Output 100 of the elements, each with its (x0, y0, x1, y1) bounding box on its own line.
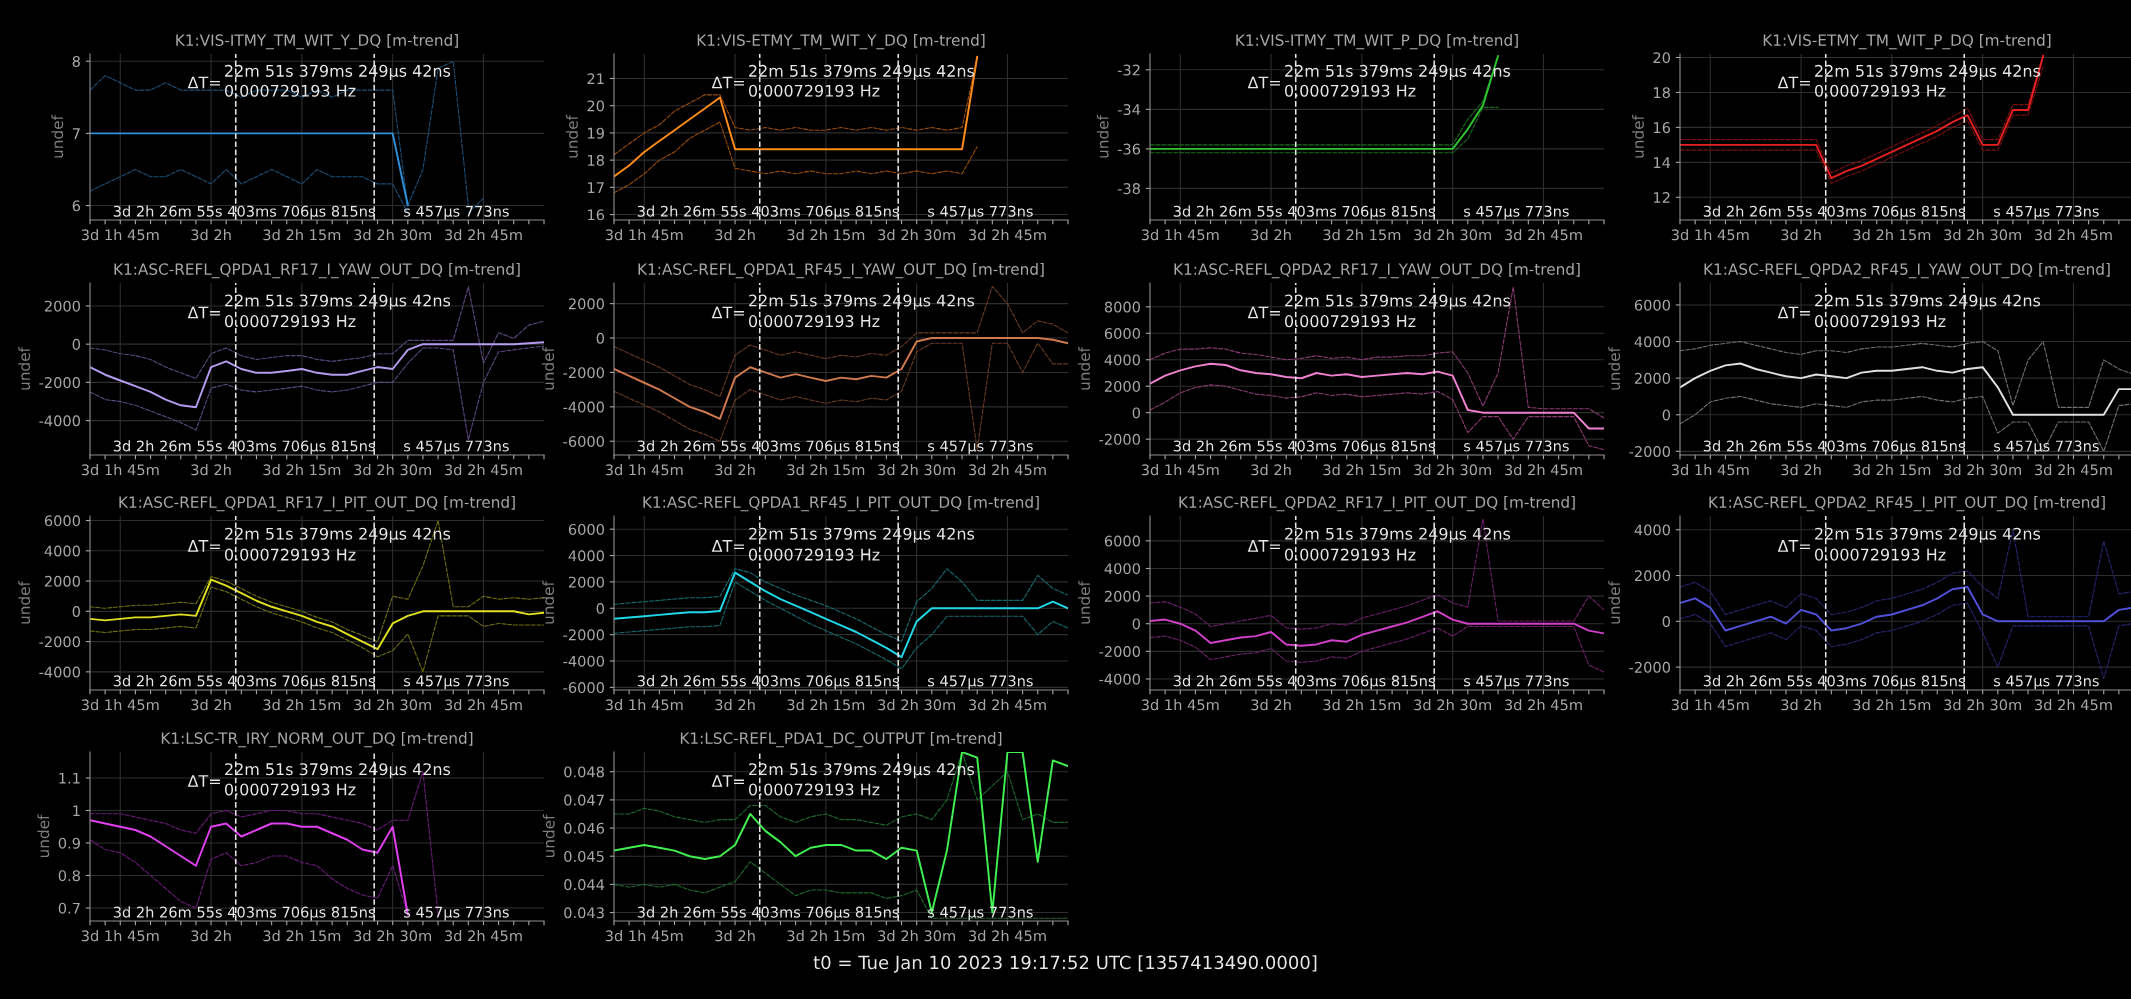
y-tick-label: 8 (72, 55, 80, 67)
x-tick-label: 3d 2h (1251, 699, 1291, 711)
y-tick-label: -2000 (563, 629, 604, 641)
annotation: ΔT= (711, 76, 744, 89)
y-tick-label: -2000 (1099, 646, 1140, 658)
x-tick-label: 3d 2h 15m (263, 229, 341, 241)
y-tick-label: 2000 (1104, 590, 1140, 602)
annotation: 3d 2h 26m 55s 403ms 706µs 815ns (1173, 205, 1435, 220)
y-tick-label: -2000 (563, 367, 604, 379)
annotation: s 457µs 773ns (928, 906, 1033, 921)
y-axis-title: undef (542, 814, 555, 858)
x-tick-label: 3d 2h 30m (878, 699, 955, 711)
y-tick-label: -4000 (563, 655, 604, 667)
x-tick-label: 3d 2h 15m (1853, 229, 1931, 241)
x-tick-label: 3d 2h (715, 699, 755, 711)
y-tick-label: 0.047 (564, 794, 604, 806)
y-tick-label: 12 (1654, 192, 1670, 203)
x-tick-label: 3d 2h 30m (354, 464, 431, 476)
y-tick-label: 6000 (1634, 299, 1670, 311)
annotation: 22m 51s 379ms 249µs 42ns (1815, 294, 2041, 310)
y-axis-title: undef (51, 114, 64, 158)
x-tick-label: 3d 2h (191, 464, 231, 476)
annotation: 22m 51s 379ms 249µs 42ns (1285, 527, 1511, 543)
x-tick-label: 3d 2h 15m (1323, 699, 1401, 711)
line-series (1680, 529, 2131, 618)
y-tick-label: 2000 (1634, 372, 1670, 384)
y-tick-label: 4000 (568, 550, 604, 562)
x-tick-label: 3d 1h 45m (1141, 229, 1219, 241)
x-tick-label: 3d 2h 45m (1505, 229, 1582, 241)
x-tick-label: 3d 2h 15m (787, 229, 865, 241)
annotation: 3d 2h 26m 55s 403ms 706µs 815ns (113, 440, 375, 455)
line-series (614, 55, 979, 178)
line-series (614, 568, 1068, 642)
y-tick-label: -4000 (39, 415, 80, 427)
x-tick-label: 3d 2h 30m (354, 930, 431, 942)
x-tick-label: 3d 2h 30m (354, 229, 431, 241)
x-tick-label: 3d 1h 45m (1671, 464, 1749, 476)
x-tick-label: 3d 2h 30m (354, 699, 431, 711)
annotation: 22m 51s 379ms 249µs 42ns (749, 294, 975, 310)
x-tick-label: 3d 2h 45m (969, 464, 1046, 476)
annotation: ΔT= (1777, 306, 1810, 319)
text: t0 = Tue Jan 10 2023 19:17:52 UTC [1357413490.0000] (813, 955, 1317, 973)
x-tick-label: 3d 2h 45m (969, 699, 1046, 711)
annotation: s 457µs 773ns (1464, 440, 1569, 455)
x-tick-label: 3d 2h (1781, 229, 1821, 241)
y-tick-label: -4000 (1099, 673, 1140, 685)
line-series (614, 337, 1068, 420)
annotation: s 457µs 773ns (1994, 675, 2099, 690)
y-tick-label: 0.046 (564, 822, 605, 834)
y-axis-title: undef (18, 346, 31, 390)
annotation: 22m 51s 379ms 249µs 42ns (749, 64, 975, 80)
x-tick-label: 3d 2h 15m (1323, 464, 1401, 476)
annotation: 22m 51s 379ms 249µs 42ns (749, 527, 975, 543)
chart-title: K1:ASC-REFL_QPDA2_RF17_I_YAW_OUT_DQ [m-trend] (1174, 263, 1580, 279)
x-tick-label: 3d 2h 45m (445, 699, 522, 711)
y-tick-label: 1.1 (59, 772, 80, 784)
annotation: 22m 51s 379ms 249µs 42ns (225, 64, 451, 80)
y-tick-label: -2000 (39, 636, 80, 648)
annotation: ΔT= (187, 775, 220, 787)
y-tick-label: 0 (72, 606, 80, 618)
x-tick-label: 3d 2h (191, 229, 231, 241)
annotation: 3d 2h 26m 55s 403ms 706µs 815ns (637, 906, 899, 921)
line-series (1150, 610, 1604, 647)
x-tick-label: 3d 2h 30m (1414, 464, 1491, 476)
x-tick-label: 3d 1h 45m (605, 229, 683, 241)
x-tick-label: 3d 2h 30m (1414, 229, 1491, 241)
y-tick-label: 4000 (1634, 336, 1670, 348)
line-series (614, 571, 1068, 659)
x-tick-label: 3d 1h 45m (605, 930, 683, 942)
y-tick-label: -6000 (563, 435, 604, 447)
line-series (614, 581, 1068, 670)
x-tick-label: 3d 2h 45m (2035, 464, 2112, 476)
y-tick-label: 16 (1654, 122, 1671, 134)
annotation: ΔT= (1777, 540, 1810, 552)
y-axis-title: undef (542, 346, 555, 390)
annotation: 0.000729193 Hz (748, 84, 880, 97)
line-series (1150, 286, 1604, 419)
line-series (90, 578, 544, 651)
y-tick-label: 2000 (1104, 380, 1140, 392)
x-tick-label: 3d 1h 45m (1141, 464, 1219, 476)
annotation: 3d 2h 26m 55s 403ms 706µs 815ns (637, 440, 899, 455)
annotation: 0.000729193 Hz (1284, 315, 1416, 328)
annotation: ΔT= (1777, 76, 1810, 89)
x-tick-label: 3d 1h 45m (81, 464, 159, 476)
annotation: 3d 2h 26m 55s 403ms 706µs 815ns (1173, 675, 1435, 690)
x-tick-label: 3d 2h 15m (1853, 464, 1931, 476)
y-axis-title: undef (1078, 346, 1091, 390)
x-tick-label: 3d 2h 15m (263, 699, 341, 711)
y-tick-label: -4000 (39, 666, 80, 678)
x-tick-label: 3d 1h 45m (81, 699, 159, 711)
annotation: 3d 2h 26m 55s 403ms 706µs 815ns (113, 675, 375, 690)
y-tick-label: 4000 (44, 545, 80, 557)
y-tick-label: 0 (72, 338, 80, 350)
chart-title: K1:VIS-ETMY_TM_WIT_Y_DQ [m-trend] (697, 34, 985, 50)
annotation: s 457µs 773ns (1464, 675, 1569, 690)
x-tick-label: 3d 2h 45m (2035, 699, 2112, 711)
x-tick-label: 3d 2h 15m (263, 930, 341, 942)
annotation: s 457µs 773ns (404, 440, 509, 455)
x-tick-label: 3d 2h (191, 930, 231, 942)
annotation: 0.000729193 Hz (224, 783, 356, 796)
